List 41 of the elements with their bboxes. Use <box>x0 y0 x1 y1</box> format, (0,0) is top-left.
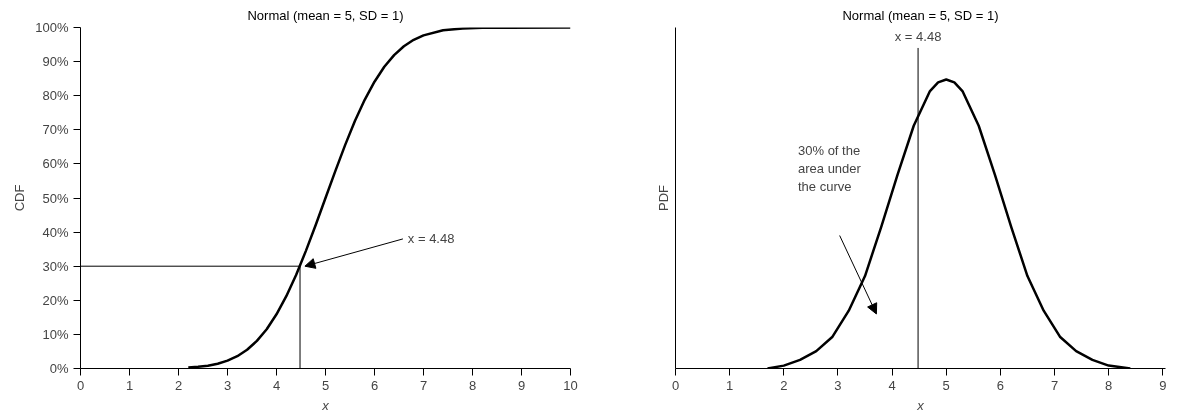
y-tick-label: 10% <box>42 326 69 342</box>
y-tick-label: 90% <box>42 54 69 70</box>
x-tick-label: 3 <box>223 377 232 393</box>
chart-title: Normal (mean = 5, SD = 1) <box>247 7 404 23</box>
x-tick-label: 8 <box>1105 377 1113 393</box>
x-tick-label: 9 <box>517 377 526 393</box>
y-tick-label: 70% <box>42 122 69 138</box>
y-tick-label: 50% <box>42 190 69 206</box>
x-tick-label: 0 <box>76 377 85 393</box>
y-tick-label: 20% <box>42 292 69 308</box>
annotation: 30% of the area under the curve <box>798 143 862 195</box>
chart-title: Normal (mean = 5, SD = 1) <box>842 7 999 23</box>
x-tick-label: 9 <box>1159 377 1167 393</box>
x-tick-label: 1 <box>125 377 134 393</box>
x-tick-label: 2 <box>780 377 788 393</box>
y-tick-label: 100% <box>35 20 69 35</box>
x-tick-label: 3 <box>834 377 842 393</box>
x-tick-label: 5 <box>942 377 950 393</box>
x-tick-label: 1 <box>726 377 734 393</box>
x-tick-label: 4 <box>888 377 896 393</box>
annotation: x = 4.48 <box>407 231 455 247</box>
ref-line-label: x = 4.48 <box>894 28 942 44</box>
x-axis-title: x <box>321 397 330 413</box>
x-tick-label: 2 <box>174 377 183 393</box>
y-tick-label: 0% <box>49 361 69 376</box>
x-tick-label: 7 <box>419 377 428 393</box>
y-tick-label: 60% <box>42 156 69 172</box>
x-tick-label: 0 <box>671 377 680 393</box>
y-axis-title: CDF <box>12 184 28 212</box>
x-tick-label: 5 <box>321 377 330 393</box>
x-tick-label: 6 <box>996 377 1004 393</box>
x-tick-label: 6 <box>370 377 379 393</box>
y-tick-label: 80% <box>42 88 69 104</box>
y-tick-label: 30% <box>42 258 69 274</box>
x-axis-title: x <box>916 397 925 413</box>
y-axis-title: PDF <box>655 184 671 211</box>
x-tick-label: 4 <box>272 377 281 393</box>
x-tick-label: 8 <box>468 377 477 393</box>
y-tick-label: 40% <box>42 224 69 240</box>
x-tick-label: 7 <box>1050 377 1059 393</box>
x-tick-label: 10 <box>563 377 578 393</box>
